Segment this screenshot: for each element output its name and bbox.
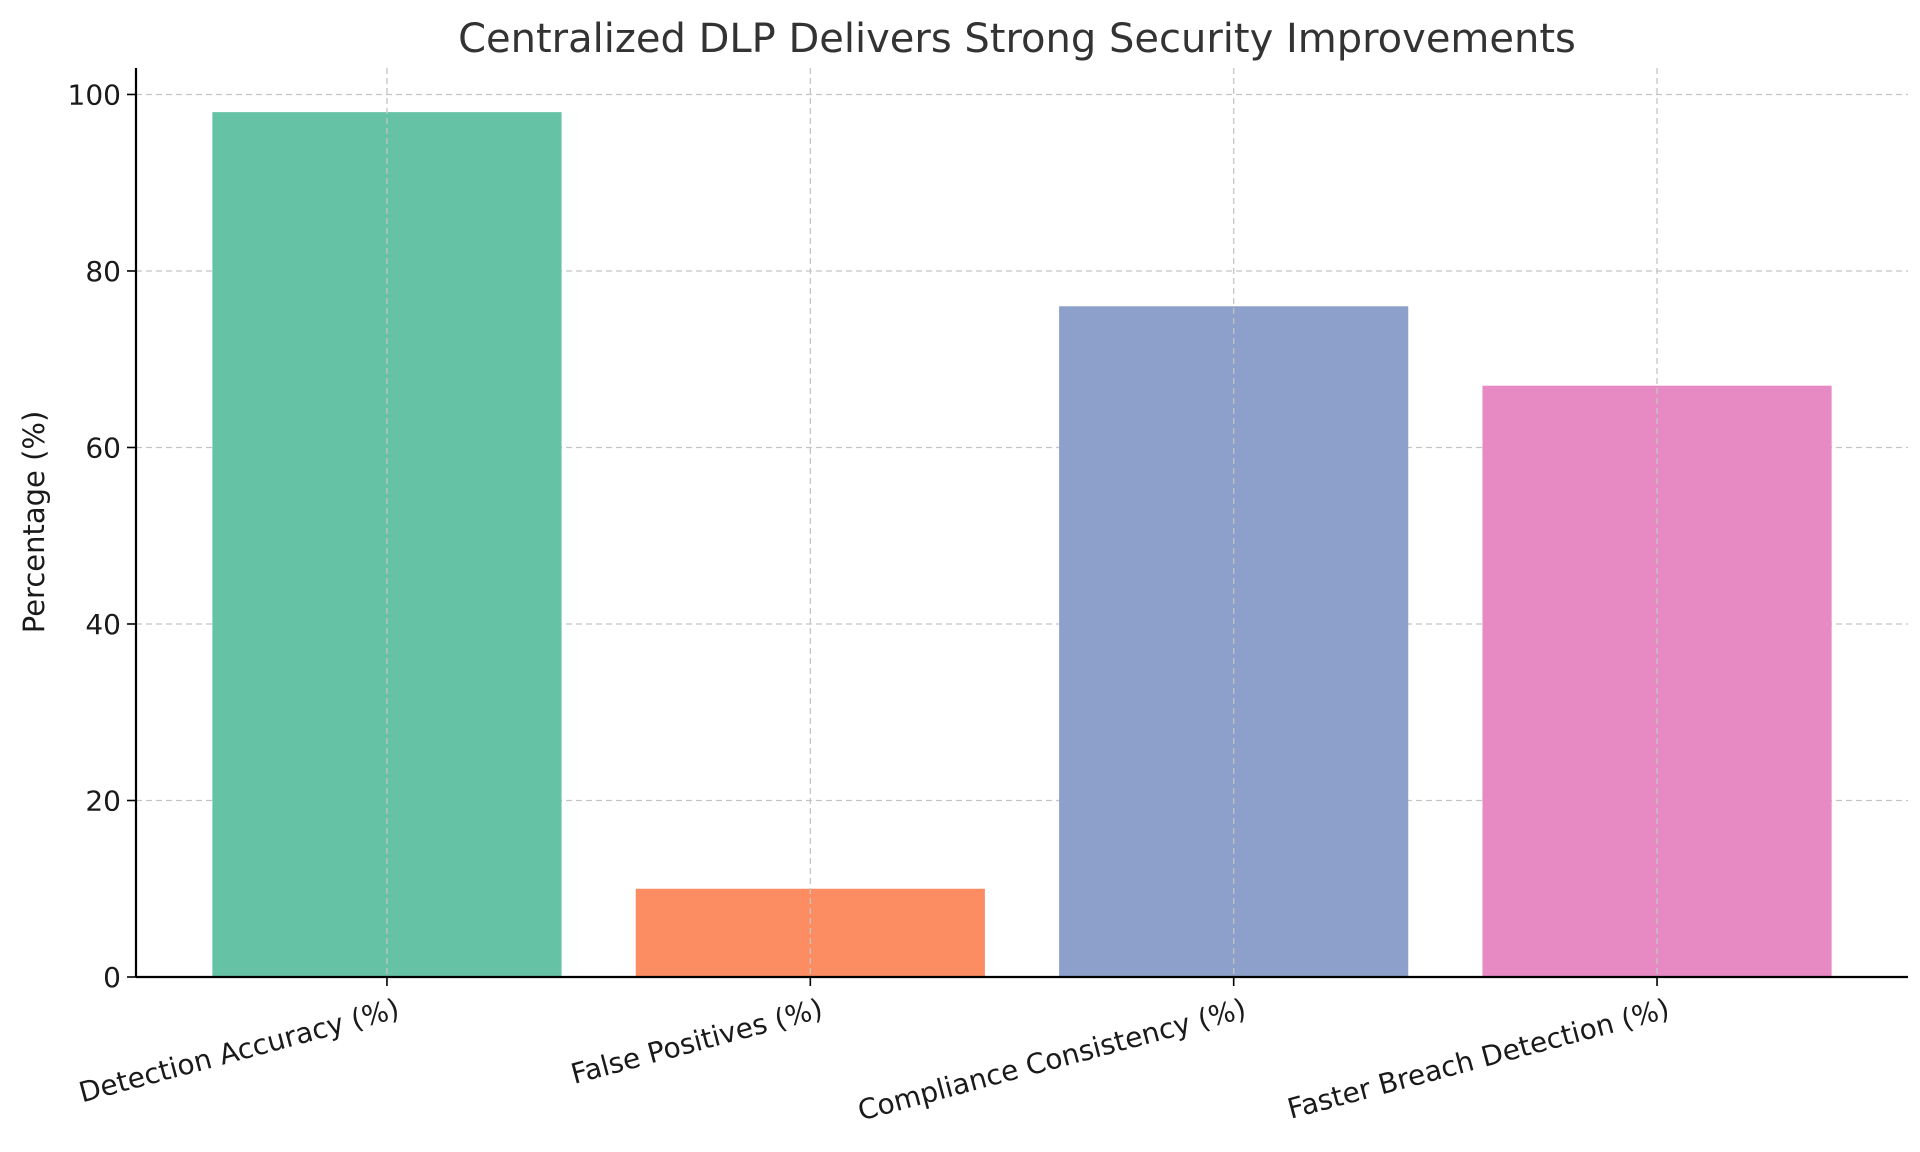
x-tick-label: False Positives (%)	[567, 992, 826, 1091]
x-tick-label: Detection Accuracy (%)	[75, 992, 402, 1109]
y-tick-label: 20	[85, 784, 121, 817]
x-tick-label: Compliance Consistency (%)	[854, 992, 1249, 1128]
axes	[134, 68, 1908, 979]
x-tick-label: Faster Breach Detection (%)	[1284, 992, 1673, 1126]
y-axis-label: Percentage (%)	[17, 411, 51, 634]
y-tick-label: 100	[68, 78, 121, 111]
y-tick-label: 0	[103, 961, 121, 994]
y-tick-label: 80	[85, 255, 121, 288]
chart-title: Centralized DLP Delivers Strong Security…	[458, 16, 1576, 62]
y-tick-label: 40	[85, 608, 121, 641]
bars	[212, 112, 1832, 977]
y-axis-ticks: 0 20 40 60 80 100	[68, 78, 136, 994]
x-axis-ticks: Detection Accuracy (%) False Positives (%…	[75, 977, 1673, 1128]
vertical-gridlines	[386, 68, 1658, 977]
y-tick-label: 60	[85, 431, 121, 464]
